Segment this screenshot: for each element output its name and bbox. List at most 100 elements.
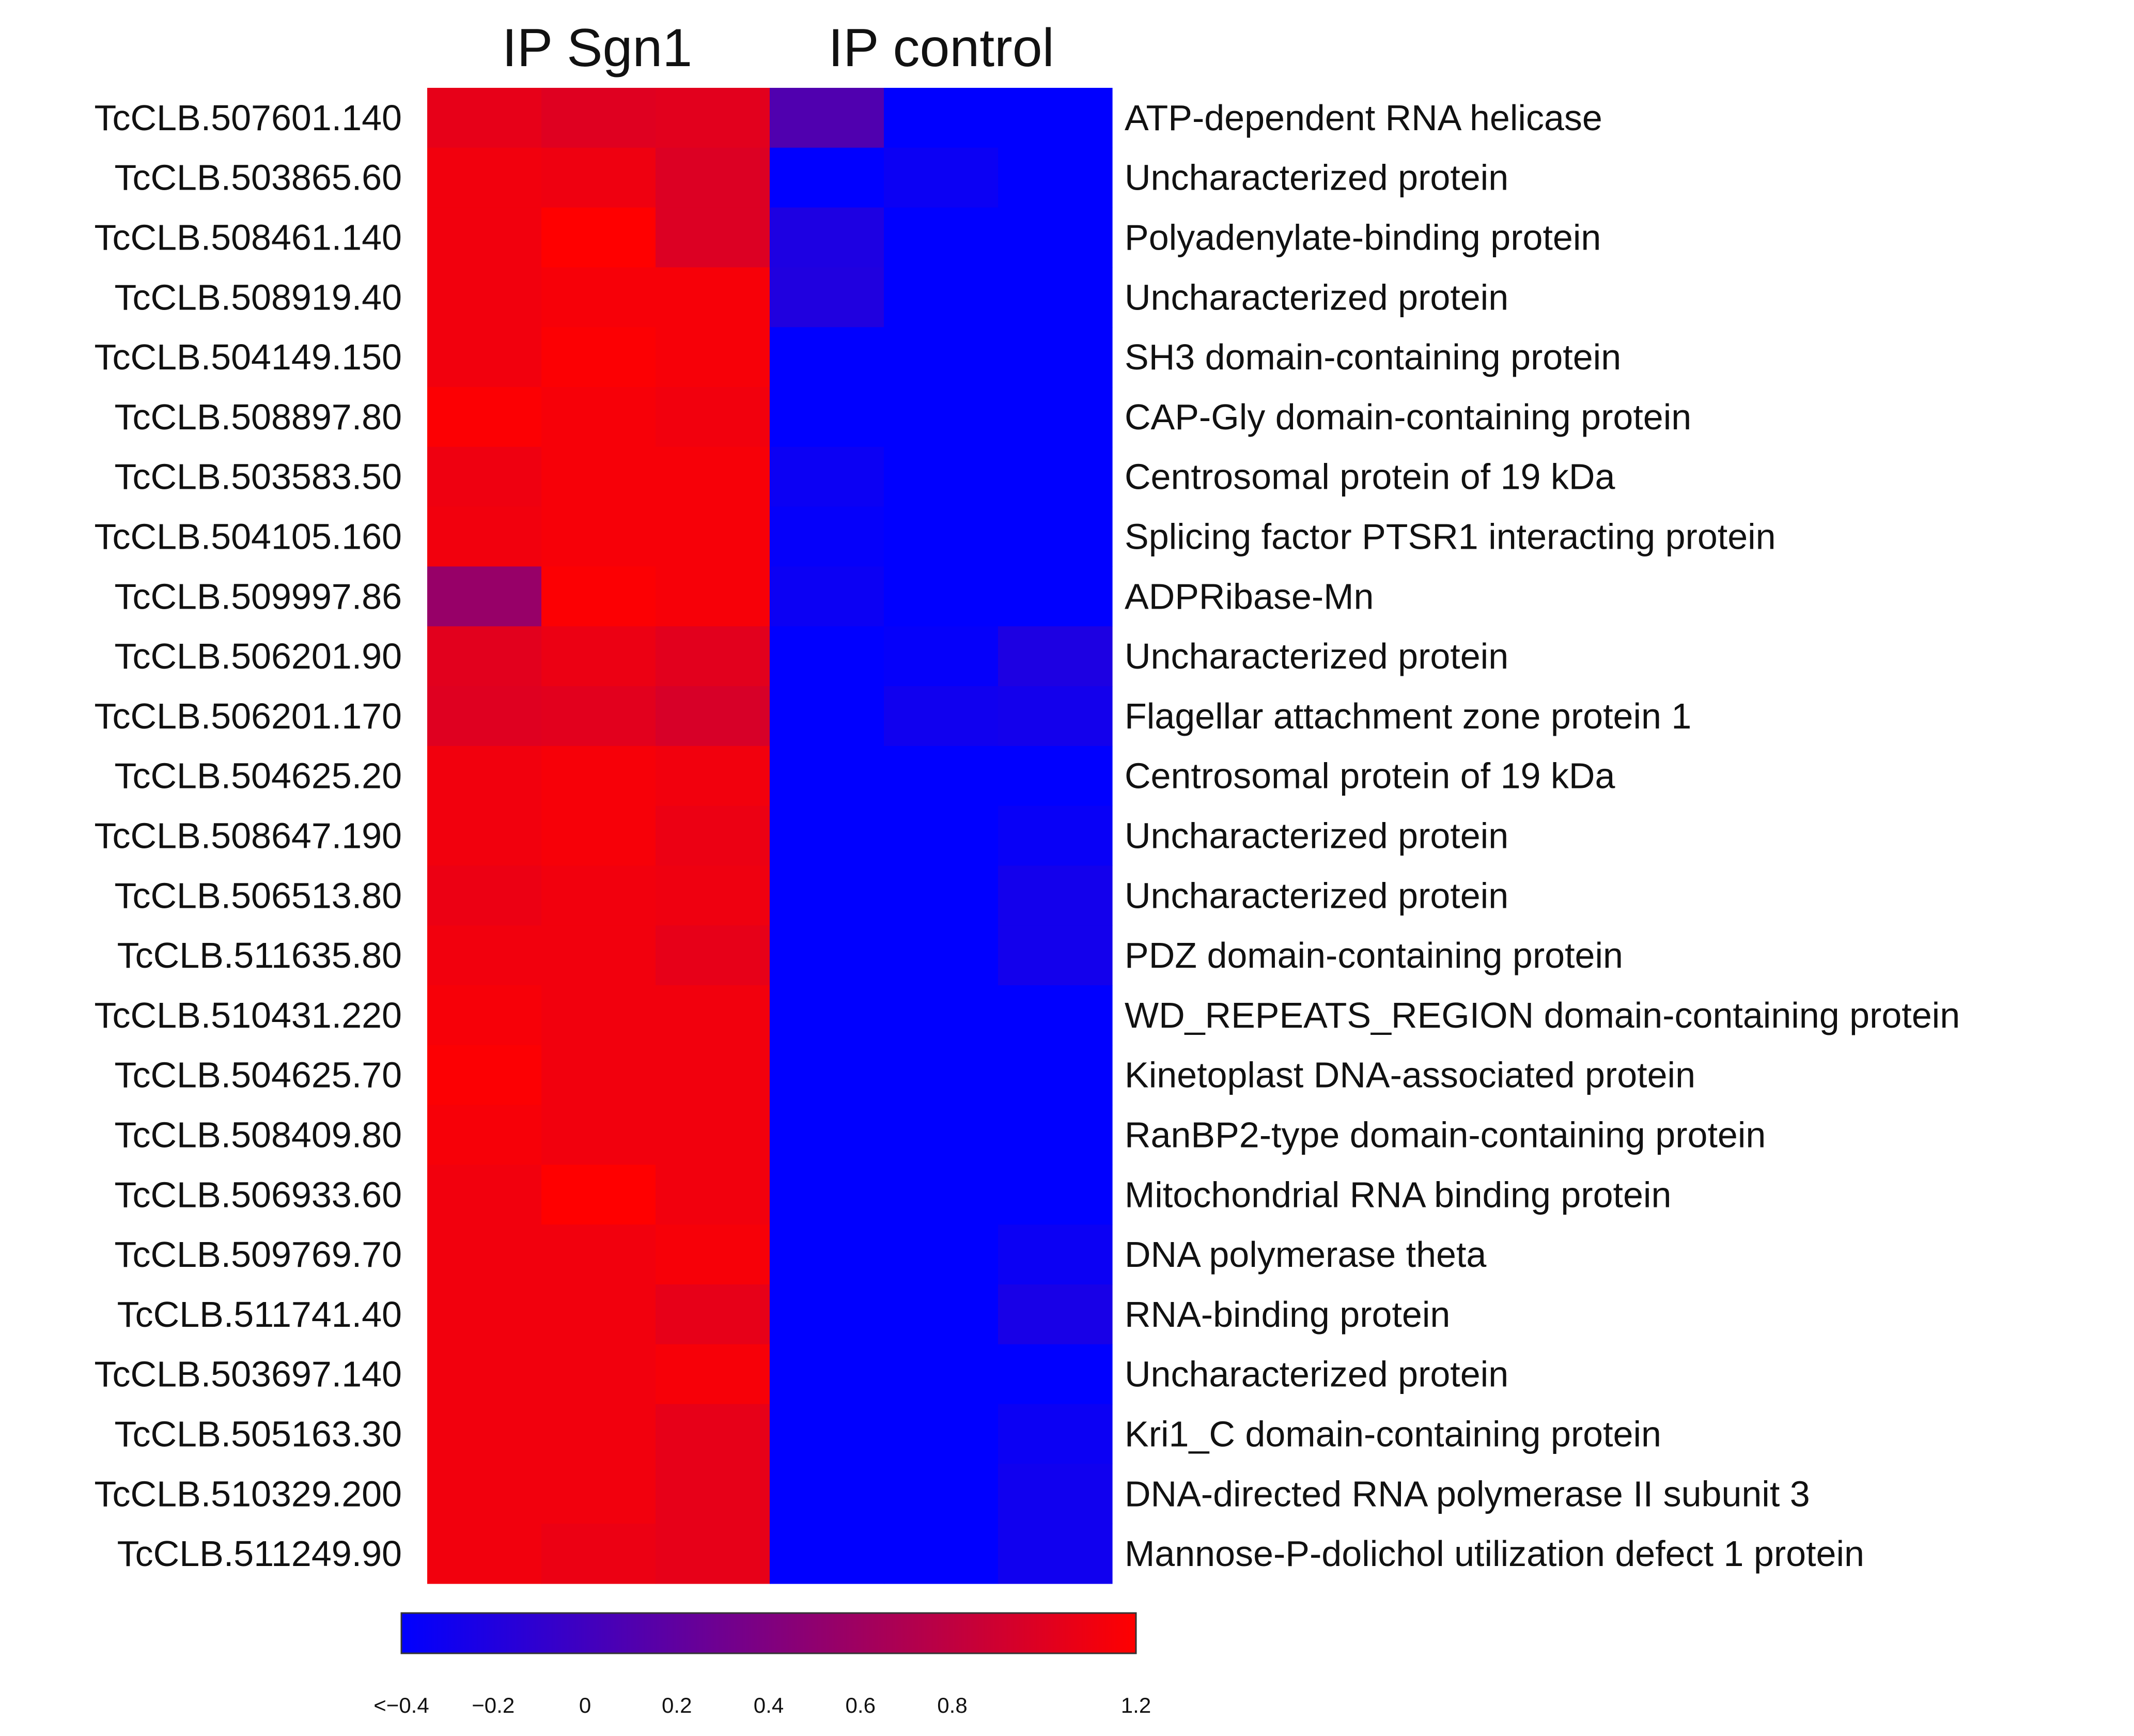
row-annotation-label: Splicing factor PTSR1 interacting protei… xyxy=(1125,517,1776,557)
colorbar-tick-label: 0 xyxy=(579,1693,591,1717)
row-id-label: TcCLB.503865.60 xyxy=(114,158,402,198)
heatmap-cell xyxy=(998,1045,1113,1106)
row-id-label: TcCLB.508919.40 xyxy=(114,277,402,317)
row-id-label: TcCLB.506201.90 xyxy=(114,636,402,676)
heatmap-cell xyxy=(884,985,999,1046)
heatmap-cell xyxy=(998,387,1113,447)
row-annotation-label: Flagellar attachment zone protein 1 xyxy=(1125,696,1691,736)
heatmap-cell xyxy=(998,327,1113,388)
heatmap-cell xyxy=(656,925,770,986)
heatmap-cell xyxy=(884,626,999,687)
heatmap-cell xyxy=(541,88,656,148)
heatmap-cell xyxy=(656,805,770,866)
heatmap-cell xyxy=(770,1225,884,1285)
heatmap-cell xyxy=(884,865,999,926)
heatmap-cell xyxy=(427,88,542,148)
heatmap-cell xyxy=(541,207,656,268)
heatmap-cell xyxy=(998,1225,1113,1285)
heatmap-cell xyxy=(656,327,770,388)
heatmap-cell xyxy=(884,207,999,268)
heatmap-cell xyxy=(770,1464,884,1524)
heatmap-cell xyxy=(770,566,884,627)
heatmap-cell xyxy=(656,446,770,507)
heatmap-cell xyxy=(884,446,999,507)
row-id-label: TcCLB.503697.140 xyxy=(95,1354,402,1394)
row-id-label: TcCLB.511741.40 xyxy=(117,1294,402,1335)
heatmap-cell xyxy=(884,746,999,807)
heatmap-cell xyxy=(998,805,1113,866)
heatmap-cell xyxy=(770,1404,884,1464)
heatmap-cell xyxy=(427,566,542,627)
colorbar-tick-label: 0.4 xyxy=(754,1693,784,1717)
row-id-label: TcCLB.506933.60 xyxy=(114,1174,402,1215)
heatmap-cell xyxy=(427,327,542,388)
row-id-label: TcCLB.508897.80 xyxy=(114,397,402,437)
heatmap-cell xyxy=(998,446,1113,507)
row-annotation-label: Kinetoplast DNA-associated protein xyxy=(1125,1055,1695,1095)
row-annotation-label: Uncharacterized protein xyxy=(1125,158,1508,198)
heatmap-cell xyxy=(770,1344,884,1405)
row-annotation-label: ATP-dependent RNA helicase xyxy=(1125,98,1602,138)
heatmap-cell xyxy=(656,1045,770,1106)
heatmap-cell xyxy=(541,1105,656,1165)
row-annotation-label: Centrosomal protein of 19 kDa xyxy=(1125,756,1615,796)
heatmap-cell xyxy=(998,1284,1113,1345)
heatmap-cell xyxy=(656,1344,770,1405)
heatmap-cell xyxy=(884,1404,999,1464)
heatmap-cell xyxy=(427,1464,542,1524)
heatmap-cells xyxy=(427,88,1113,1584)
heatmap-cell xyxy=(656,1404,770,1464)
heatmap-cell xyxy=(998,1105,1113,1165)
heatmap-cell xyxy=(427,746,542,807)
heatmap-cell xyxy=(998,865,1113,926)
heatmap-cell xyxy=(884,267,999,328)
heatmap-cell xyxy=(884,327,999,388)
row-id-label: TcCLB.510329.200 xyxy=(95,1474,402,1514)
heatmap-cell xyxy=(427,1165,542,1225)
heatmap-cell xyxy=(427,207,542,268)
row-annotation-label: DNA polymerase theta xyxy=(1125,1234,1486,1275)
heatmap-cell xyxy=(427,1284,542,1345)
heatmap-cell xyxy=(770,925,884,986)
colorbar-tick-label: 0.6 xyxy=(846,1693,876,1717)
heatmap-cell xyxy=(884,1524,999,1584)
heatmap-cell xyxy=(656,147,770,208)
heatmap-cell xyxy=(427,865,542,926)
heatmap-cell xyxy=(884,387,999,447)
heatmap-cell xyxy=(541,626,656,687)
row-id-labels: TcCLB.507601.140 TcCLB.503865.60 TcCLB.508… xyxy=(95,98,402,1574)
row-annotation-label: Mitochondrial RNA binding protein xyxy=(1125,1174,1671,1215)
heatmap-cell xyxy=(884,506,999,567)
heatmap-cell xyxy=(998,1404,1113,1464)
heatmap-cell xyxy=(656,88,770,148)
row-annotation-labels: ATP-dependent RNA helicase Uncharacterize… xyxy=(1125,98,1960,1574)
row-annotation-label: Uncharacterized protein xyxy=(1125,277,1508,317)
heatmap-cell xyxy=(656,207,770,268)
heatmap-cell xyxy=(884,566,999,627)
heatmap-cell xyxy=(541,1225,656,1285)
row-id-label: TcCLB.504625.70 xyxy=(114,1055,402,1095)
heatmap-cell xyxy=(998,686,1113,747)
row-id-label: TcCLB.510431.220 xyxy=(95,995,402,1035)
heatmap-cell xyxy=(427,1344,542,1405)
heatmap-cell xyxy=(427,686,542,747)
heatmap-cell xyxy=(427,1225,542,1285)
row-annotation-label: Uncharacterized protein xyxy=(1125,816,1508,856)
heatmap-cell xyxy=(998,1464,1113,1524)
heatmap-cell xyxy=(884,1464,999,1524)
heatmap-cell xyxy=(541,985,656,1046)
heatmap-cell xyxy=(770,387,884,447)
row-id-label: TcCLB.509769.70 xyxy=(114,1234,402,1275)
colorbar-tick-label: −0.2 xyxy=(472,1693,515,1717)
row-id-label: TcCLB.508409.80 xyxy=(114,1115,402,1155)
heatmap-cell xyxy=(884,1284,999,1345)
heatmap-cell xyxy=(656,566,770,627)
heatmap-cell xyxy=(427,1045,542,1106)
heatmap-cell xyxy=(541,746,656,807)
row-id-label: TcCLB.507601.140 xyxy=(95,98,402,138)
heatmap-cell xyxy=(541,805,656,866)
heatmap-cell xyxy=(541,686,656,747)
row-annotation-label: RanBP2-type domain-containing protein xyxy=(1125,1115,1766,1155)
heatmap-cell xyxy=(656,267,770,328)
row-annotation-label: DNA-directed RNA polymerase II subunit 3 xyxy=(1125,1474,1810,1514)
